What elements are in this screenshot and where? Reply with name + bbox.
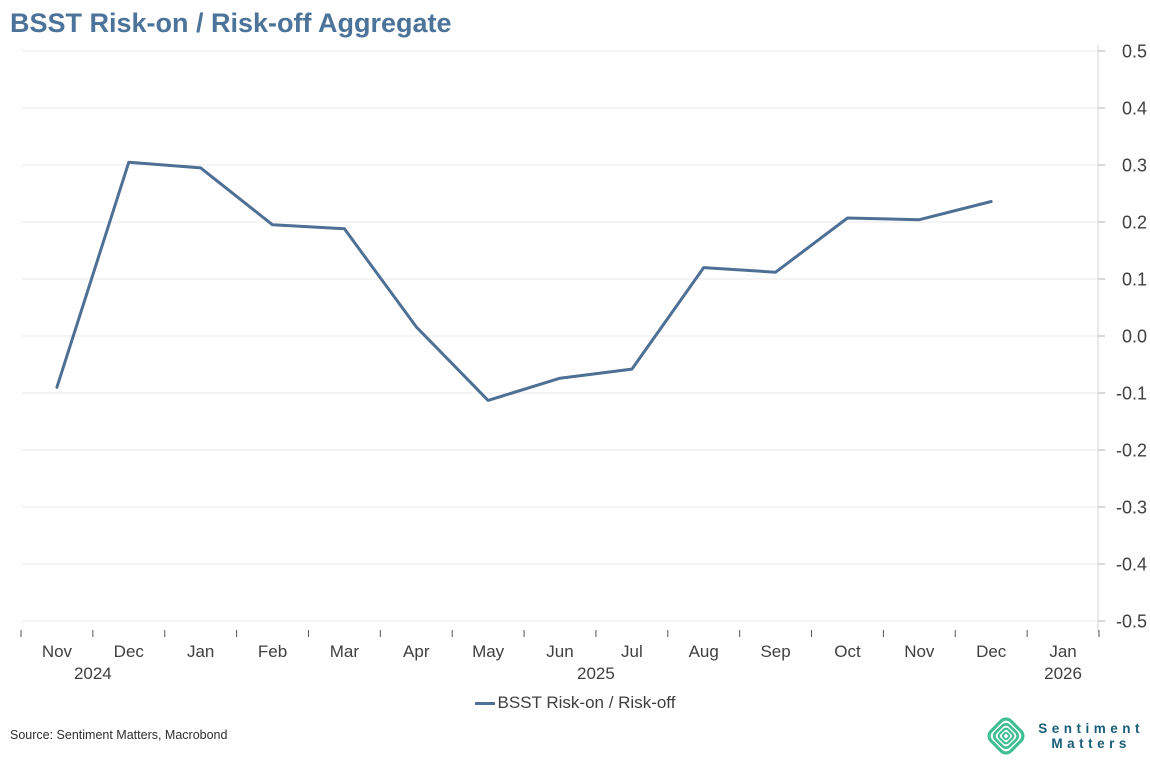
x-axis-year-label: 2025 bbox=[577, 664, 615, 683]
x-axis-label: Mar bbox=[330, 642, 360, 661]
logo-wordmark: Sentiment Matters bbox=[1034, 721, 1144, 751]
x-axis-label: May bbox=[472, 642, 505, 661]
legend: BSST Risk-on / Risk-off bbox=[0, 693, 1150, 713]
y-axis-label: -0.3 bbox=[1116, 498, 1147, 518]
x-axis-label: Aug bbox=[689, 642, 719, 661]
x-axis-label: Dec bbox=[976, 642, 1007, 661]
y-axis-label: -0.4 bbox=[1116, 555, 1147, 575]
x-axis-year-label: 2026 bbox=[1044, 664, 1082, 683]
data-line bbox=[55, 160, 993, 402]
x-axis-label: Jun bbox=[546, 642, 573, 661]
y-axis-label: 0.5 bbox=[1122, 42, 1147, 62]
x-axis-year-label: 2024 bbox=[74, 664, 112, 683]
x-axis-label: Jan bbox=[187, 642, 214, 661]
diamond-ring bbox=[987, 717, 1025, 755]
x-axis-label: Nov bbox=[42, 642, 73, 661]
y-axis-label: 0.3 bbox=[1122, 156, 1147, 176]
chart-title: BSST Risk-on / Risk-off Aggregate bbox=[10, 8, 452, 38]
sentiment-matters-logo: Sentiment Matters bbox=[983, 713, 1144, 759]
source-note: Source: Sentiment Matters, Macrobond bbox=[10, 728, 228, 742]
x-axis-label: Jan bbox=[1049, 642, 1076, 661]
legend-label: BSST Risk-on / Risk-off bbox=[497, 693, 676, 712]
x-axis-label: Nov bbox=[904, 642, 935, 661]
x-axis-label: Jul bbox=[621, 642, 643, 661]
y-axis-label: -0.5 bbox=[1116, 612, 1147, 632]
x-axis-label: Apr bbox=[403, 642, 430, 661]
logo-wordmark-line1: Sentiment bbox=[1038, 721, 1144, 736]
x-axis-label: Feb bbox=[258, 642, 287, 661]
y-axis-label: -0.2 bbox=[1116, 441, 1147, 461]
y-axis-label: 0.2 bbox=[1122, 213, 1147, 233]
diamond-ring bbox=[1001, 731, 1010, 741]
x-axis-label: Sep bbox=[760, 642, 790, 661]
diamond-ring bbox=[997, 727, 1015, 745]
y-axis-label: 0.4 bbox=[1122, 99, 1147, 119]
diamond-logo-icon bbox=[987, 717, 1025, 755]
logo-wordmark-line2: Matters bbox=[1051, 736, 1131, 751]
diamond-ring bbox=[992, 722, 1019, 750]
legend-line-swatch-icon bbox=[474, 701, 495, 705]
x-axis-label: Dec bbox=[114, 642, 145, 661]
y-axis-label: -0.1 bbox=[1116, 384, 1147, 404]
x-axis-label: Oct bbox=[834, 642, 861, 661]
y-axis-label: 0.0 bbox=[1122, 327, 1147, 347]
y-axis-label: 0.1 bbox=[1122, 270, 1147, 290]
